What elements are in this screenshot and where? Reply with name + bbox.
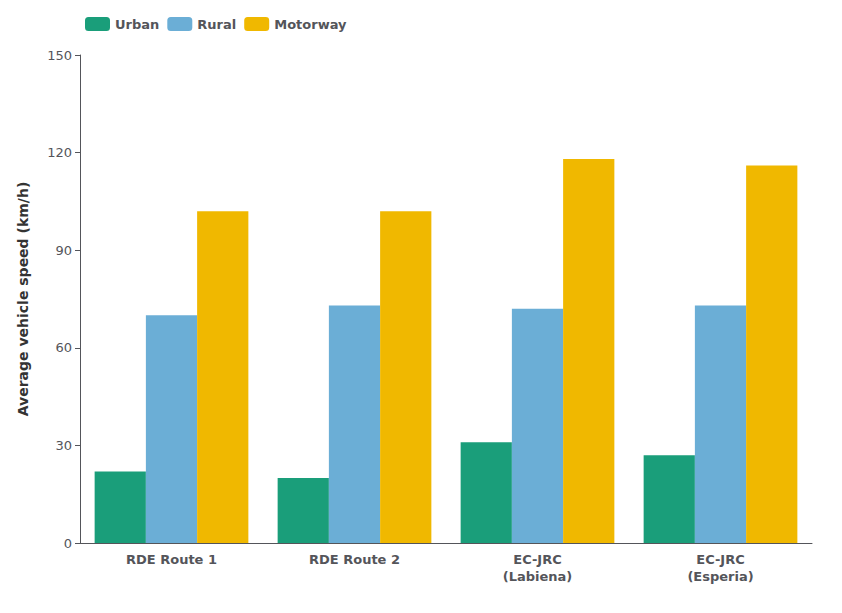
svg-text:Urban: Urban xyxy=(115,17,159,32)
svg-text:RDE Route 1: RDE Route 1 xyxy=(126,552,217,567)
svg-text:0: 0 xyxy=(64,536,72,551)
svg-text:60: 60 xyxy=(55,340,72,355)
svg-text:Rural: Rural xyxy=(197,17,236,32)
svg-text:90: 90 xyxy=(55,243,72,258)
svg-text:120: 120 xyxy=(47,145,72,160)
svg-text:(Labiena): (Labiena) xyxy=(503,569,573,584)
svg-text:EC-JRC: EC-JRC xyxy=(513,552,562,567)
svg-text:RDE Route 2: RDE Route 2 xyxy=(309,552,400,567)
svg-text:EC-JRC: EC-JRC xyxy=(696,552,745,567)
svg-text:Average vehicle speed (km/h): Average vehicle speed (km/h) xyxy=(15,182,31,417)
svg-text:150: 150 xyxy=(47,48,72,63)
svg-text:Motorway: Motorway xyxy=(274,17,347,32)
svg-text:(Esperia): (Esperia) xyxy=(687,569,753,584)
svg-text:30: 30 xyxy=(55,438,72,453)
